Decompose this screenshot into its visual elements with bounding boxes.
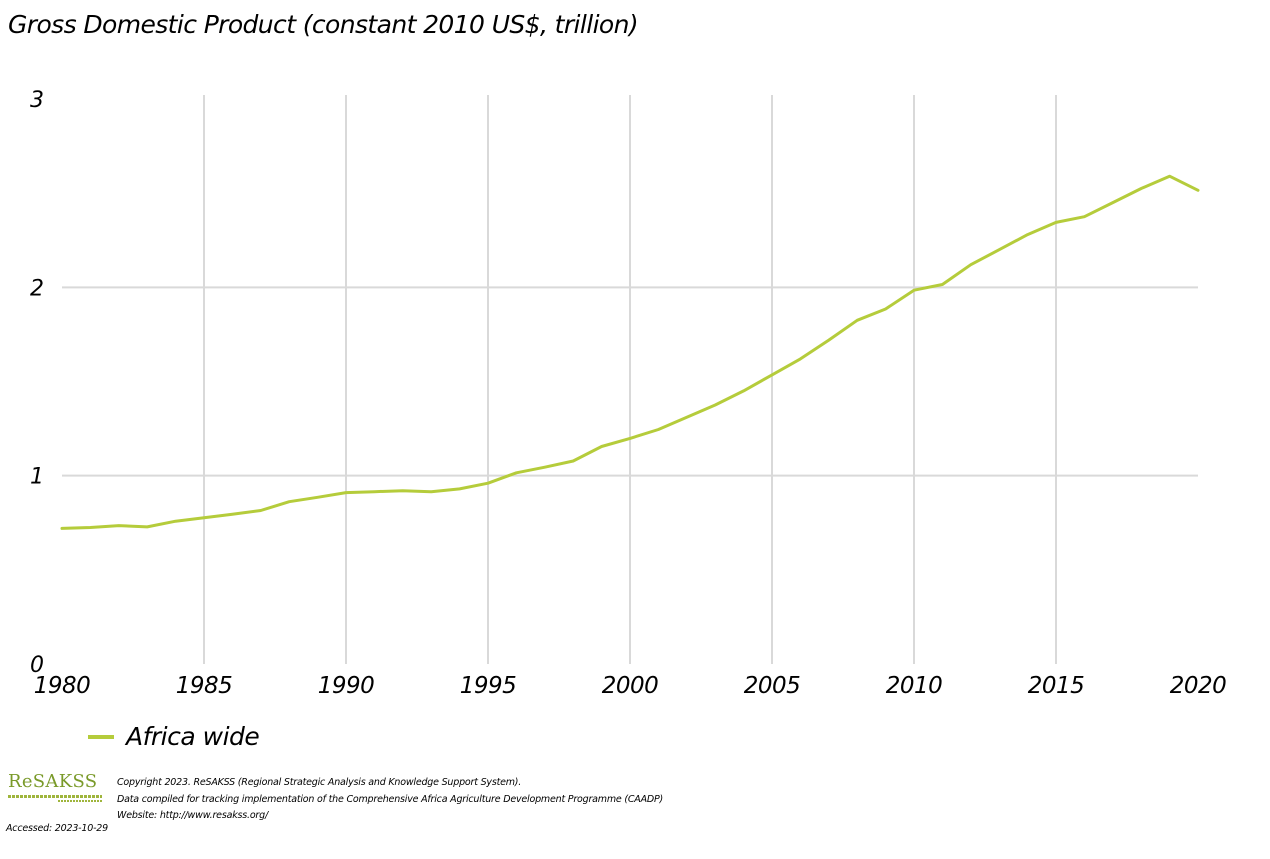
data-point (430, 490, 433, 493)
series-lines (60, 174, 1200, 530)
data-point (827, 339, 830, 342)
resakss-logo: ReSAKSS (8, 772, 104, 802)
data-point (969, 263, 972, 266)
data-point (345, 491, 348, 494)
x-tick-label: 1980 (34, 673, 91, 699)
series-line (60, 174, 1200, 530)
website-line: Website: http://www.resakss.org/ (117, 810, 268, 821)
chart-title: Gross Domestic Product (constant 2010 US… (8, 10, 639, 39)
data-point (515, 471, 518, 474)
data-point (61, 527, 64, 530)
data-point (1055, 221, 1058, 224)
x-tick-label: 1990 (318, 673, 375, 699)
data-point (572, 459, 575, 462)
data-point (288, 500, 291, 503)
data-point (401, 489, 404, 492)
data-point (89, 526, 92, 529)
data-point (657, 428, 660, 431)
data-point (458, 487, 461, 490)
data-point (771, 373, 774, 376)
copyright-line: Copyright 2023. ReSAKSS (Regional Strate… (117, 777, 522, 788)
logo-tagline (8, 795, 102, 798)
axis-tick-labels: 0 1 2 3 1980 1985 1990 1995 2000 2005 2010 2015 2020 (30, 88, 1227, 699)
x-tick-label: 2005 (744, 673, 801, 699)
data-point (316, 496, 319, 499)
data-point (1026, 233, 1029, 236)
data-point (1140, 187, 1143, 190)
data-point (714, 404, 717, 407)
x-tick-label: 2015 (1028, 673, 1085, 699)
data-source-line: Data compiled for tracking implementatio… (117, 793, 664, 805)
copyright-notice: Copyright 2023. ReSAKSS (Regional Strate… (117, 775, 663, 825)
logo-text: ReSAKSS (8, 771, 98, 792)
accessed-date: Accessed: 2023-10-29 (6, 823, 108, 834)
data-point (146, 525, 149, 528)
line-chart: 0 1 2 3 1980 1985 1990 1995 2000 2005 2010 2015 2020 (30, 88, 1227, 699)
data-point (742, 389, 745, 392)
grid-lines (62, 95, 1198, 664)
y-tick-label: 3 (30, 88, 44, 113)
data-point (1111, 201, 1114, 204)
data-point (174, 520, 177, 523)
data-point (600, 445, 603, 448)
data-point (1197, 189, 1200, 192)
data-point (117, 524, 120, 527)
logo-tagline-secondary (58, 800, 102, 802)
data-point (941, 283, 944, 286)
y-tick-label: 1 (30, 465, 44, 490)
y-tick-label: 2 (30, 276, 44, 301)
legend-label: Africa wide (126, 722, 260, 751)
data-point (884, 307, 887, 310)
data-point (913, 289, 916, 292)
data-point (231, 513, 234, 516)
data-point (856, 319, 859, 322)
data-point (998, 248, 1001, 251)
legend-swatch (88, 734, 114, 739)
y-tick-label: 0 (30, 653, 44, 678)
data-point (685, 416, 688, 419)
data-point (487, 482, 490, 485)
data-point (259, 509, 262, 512)
data-point (799, 357, 802, 360)
x-tick-label: 1995 (460, 673, 517, 699)
data-point (543, 466, 546, 469)
data-point (1168, 175, 1171, 178)
x-tick-label: 1985 (176, 673, 233, 699)
x-tick-label: 2000 (602, 673, 659, 699)
x-tick-label: 2020 (1170, 673, 1227, 699)
data-point (629, 437, 632, 440)
data-point (1083, 215, 1086, 218)
x-tick-label: 2010 (886, 673, 943, 699)
legend: Africa wide (88, 722, 260, 751)
data-point (203, 516, 206, 519)
data-point (373, 490, 376, 493)
